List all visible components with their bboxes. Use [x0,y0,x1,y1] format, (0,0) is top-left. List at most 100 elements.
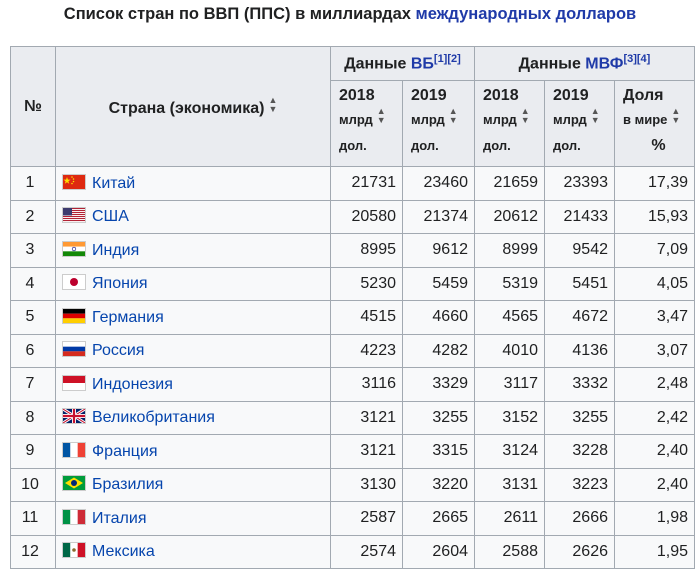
world-share-value: 3,47 [614,300,695,335]
wb-refs-link[interactable]: [1][2] [433,53,461,66]
us-flag-icon [62,207,86,224]
header-wb-data: Данные ВБ[1][2] [330,46,475,81]
cn-flag-icon [62,173,86,190]
caption-link-international-dollars[interactable]: международных долларов [415,5,637,23]
row-number: 2 [10,199,56,234]
country-cell: Индия [55,233,331,268]
world-share-value: 2,48 [614,367,695,402]
country-link[interactable]: Китай [92,174,136,192]
country-cell: Франция [55,434,331,469]
imf-2018-value: 20612 [474,199,545,234]
country-link[interactable]: Италия [92,509,147,527]
country-link[interactable]: Индия [92,241,140,259]
country-cell: Германия [55,300,331,335]
fr-flag-icon [62,441,86,458]
wb-2019-value: 21374 [402,199,475,234]
wb-2019-value: 4282 [402,333,475,368]
imf-2019-value: 5451 [544,266,615,301]
wb-2018-value: 5230 [330,266,403,301]
imf-2018-value: 8999 [474,233,545,268]
wb-2018-value: 20580 [330,199,403,234]
imf-2018-value: 4010 [474,333,545,368]
row-number: 9 [10,434,56,469]
jp-flag-icon [62,274,86,291]
imf-2019-value: 2666 [544,501,615,536]
imf-2019-value: 4136 [544,333,615,368]
country-cell: Великобритания [55,400,331,435]
row-number: 12 [10,534,56,569]
header-share[interactable]: Доля в мире▲ ▼ % [614,80,695,167]
table-row: 6 Россия 4223 4282 4010 4136 3,07 [10,333,695,368]
country-link[interactable]: Япония [92,275,148,293]
imf-2019-value: 2626 [544,534,615,569]
sort-icon[interactable]: ▲ ▼ [671,106,681,125]
sort-icon[interactable]: ▲ ▼ [590,106,600,125]
wb-2019-value: 4660 [402,300,475,335]
country-cell: Италия [55,501,331,536]
header-wb-2019[interactable]: 2019 млрд▲ ▼ дол. [402,80,475,167]
country-link[interactable]: Россия [92,342,145,360]
header-imf-data: Данные МВФ[3][4] [474,46,695,81]
table-row: 1 Китай 21731 23460 21659 23393 17,39 [10,166,695,201]
table-row: 11 Италия 2587 2665 2611 2666 1,98 [10,501,695,536]
world-share-value: 4,05 [614,266,695,301]
row-number: 1 [10,166,56,201]
in-flag-icon [62,240,86,257]
row-number: 6 [10,333,56,368]
imf-2018-value: 5319 [474,266,545,301]
wb-2019-value: 3329 [402,367,475,402]
imf-2019-value: 9542 [544,233,615,268]
row-number: 10 [10,467,56,502]
imf-2018-value: 3131 [474,467,545,502]
world-share-value: 2,42 [614,400,695,435]
table-row: 8 Великобритания 3121 3255 3152 3255 2,4… [10,400,695,435]
wb-2019-value: 3220 [402,467,475,502]
row-number: 5 [10,300,56,335]
sort-icon[interactable]: ▲ ▼ [376,106,386,125]
wb-2018-value: 2574 [330,534,403,569]
header-imf-2018[interactable]: 2018 млрд▲ ▼ дол. [474,80,545,167]
imf-2018-value: 2611 [474,501,545,536]
imf-link[interactable]: МВФ [585,55,624,73]
row-number: 4 [10,266,56,301]
wb-link[interactable]: ВБ [410,55,434,73]
header-country[interactable]: Страна (экономика) ▲ ▼ [55,46,331,167]
imf-2019-value: 3228 [544,434,615,469]
wb-2018-value: 3116 [330,367,403,402]
br-flag-icon [62,475,86,492]
country-link[interactable]: Индонезия [92,375,173,393]
country-link[interactable]: Бразилия [92,476,164,494]
sort-icon[interactable]: ▲ ▼ [520,106,530,125]
world-share-value: 2,40 [614,467,695,502]
table-row: 5 Германия 4515 4660 4565 4672 3,47 [10,300,695,335]
sort-icon[interactable]: ▲ ▼ [268,94,278,114]
wb-2018-value: 8995 [330,233,403,268]
country-cell: Япония [55,266,331,301]
imf-2018-value: 21659 [474,166,545,201]
world-share-value: 7,09 [614,233,695,268]
row-number: 7 [10,367,56,402]
wb-2019-value: 3315 [402,434,475,469]
table-row: 4 Япония 5230 5459 5319 5451 4,05 [10,266,695,301]
country-link[interactable]: США [92,208,129,226]
world-share-value: 15,93 [614,199,695,234]
imf-2018-value: 3117 [474,367,545,402]
world-share-value: 2,40 [614,434,695,469]
sort-icon[interactable]: ▲ ▼ [448,106,458,125]
country-link[interactable]: Мексика [92,543,155,561]
table-row: 9 Франция 3121 3315 3124 3228 2,40 [10,434,695,469]
row-number: 8 [10,400,56,435]
country-link[interactable]: Великобритания [92,409,215,427]
header-wb-2018[interactable]: 2018 млрд▲ ▼ дол. [330,80,403,167]
wb-2019-value: 9612 [402,233,475,268]
header-imf-2019[interactable]: 2019 млрд▲ ▼ дол. [544,80,615,167]
world-share-value: 17,39 [614,166,695,201]
wb-2018-value: 4223 [330,333,403,368]
header-number: № [10,46,56,167]
wb-2019-value: 3255 [402,400,475,435]
country-link[interactable]: Германия [92,308,164,326]
wb-2018-value: 3130 [330,467,403,502]
country-link[interactable]: Франция [92,442,158,460]
wb-2018-value: 21731 [330,166,403,201]
imf-refs-link[interactable]: [3][4] [623,53,651,66]
